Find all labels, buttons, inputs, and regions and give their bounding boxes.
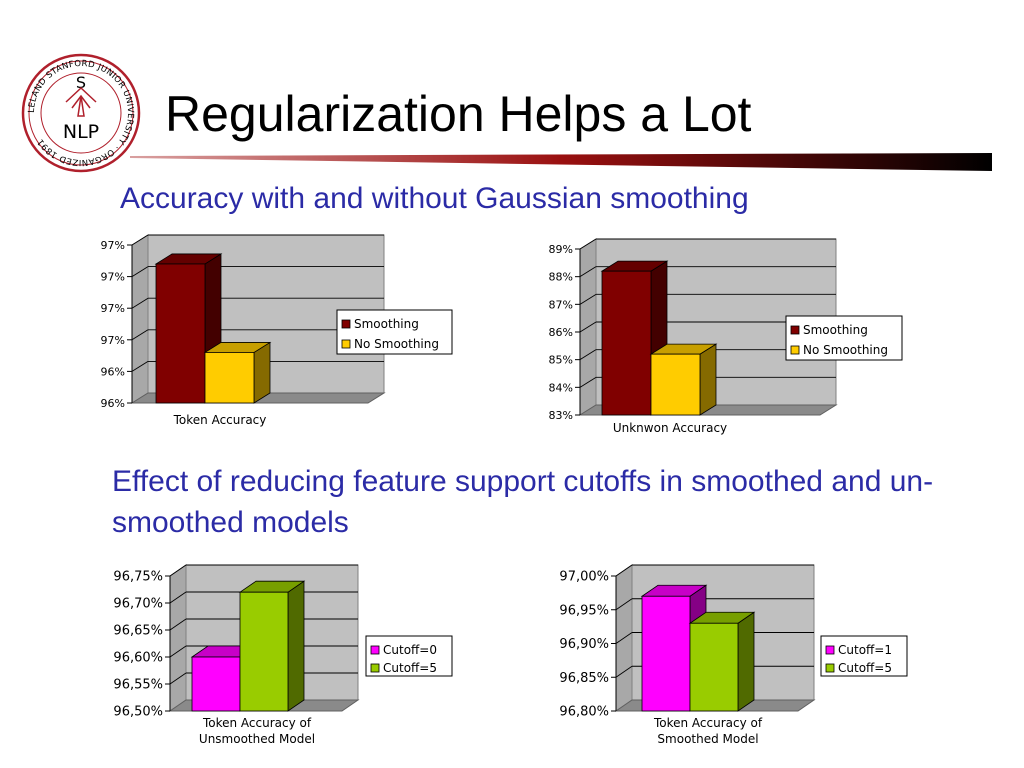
legend-swatch bbox=[790, 345, 800, 355]
bar-1 bbox=[239, 591, 289, 712]
gridline-side bbox=[169, 564, 187, 577]
y-tick-label: 96,60% bbox=[113, 651, 163, 666]
legend-box bbox=[785, 315, 903, 361]
plot-side-wall bbox=[169, 564, 187, 712]
y-tick-label: 97% bbox=[101, 302, 125, 315]
chart-smoothed-cutoffs: 96,80% 96,85% 96,90% 96,95% 97,00% Token Accu… bbox=[559, 564, 908, 746]
bar-side-1 bbox=[287, 580, 305, 712]
legend-label: Cutoff=5 bbox=[838, 661, 892, 675]
gridline-side bbox=[169, 591, 187, 604]
y-tick-label: 87% bbox=[549, 298, 573, 311]
bar-0 bbox=[191, 656, 241, 712]
category-label: Token Accuracy of Unsmoothed Model bbox=[199, 716, 315, 746]
legend-label: Cutoff=1 bbox=[838, 643, 892, 657]
y-tick-label: 96,80% bbox=[559, 705, 609, 720]
legend-swatch bbox=[370, 645, 380, 655]
y-tick-label: 97% bbox=[101, 271, 125, 284]
y-tick-label: 96,85% bbox=[559, 671, 609, 686]
y-tick-label: 96% bbox=[101, 397, 125, 410]
y-tick-label: 96,70% bbox=[113, 597, 163, 612]
stanford-nlp-logo: LELAND STANFORD JUNIOR UNIVERSITY · ORGA… bbox=[21, 53, 141, 173]
chart-unknown-accuracy: 83% 84% 85% 86% 87% 88% 89% Unknwon Accuracy Smo… bbox=[549, 238, 903, 435]
bar-side-1 bbox=[253, 341, 271, 404]
legend-swatch bbox=[341, 319, 351, 329]
legend-swatch bbox=[825, 663, 835, 673]
legend-swatch bbox=[790, 325, 800, 335]
category-label: Token Accuracy bbox=[173, 413, 267, 427]
gridline-side bbox=[579, 321, 597, 333]
bar-1 bbox=[650, 353, 701, 416]
y-tick-label: 96,75% bbox=[113, 570, 163, 585]
subtitle-gaussian-smoothing: Accuracy with and without Gaussian smoot… bbox=[120, 182, 749, 215]
category-label-line: Unsmoothed Model bbox=[199, 732, 315, 746]
legend-box bbox=[336, 309, 453, 355]
category-label-line: Smoothed Model bbox=[657, 732, 758, 746]
slide-title: Regularization Helps a Lot bbox=[165, 86, 752, 142]
gridline-side bbox=[131, 234, 149, 246]
gridline-side bbox=[131, 329, 149, 341]
y-tick-label: 96,65% bbox=[113, 624, 163, 639]
legend-label: Smoothing bbox=[803, 323, 868, 337]
y-tick-label: 83% bbox=[549, 409, 573, 422]
legend-label: Cutoff=0 bbox=[383, 643, 437, 657]
y-tick-label: 96,55% bbox=[113, 678, 163, 693]
y-tick-label: 96% bbox=[101, 365, 125, 378]
plot-side-wall bbox=[131, 234, 149, 404]
gridline-side bbox=[579, 293, 597, 305]
gridline-side bbox=[579, 349, 597, 361]
y-tick-label: 85% bbox=[549, 354, 573, 367]
legend-box bbox=[820, 635, 908, 677]
bar-0 bbox=[155, 263, 206, 404]
y-tick-label: 84% bbox=[549, 381, 573, 394]
chart-unsmoothed-cutoffs: 96,50% 96,55% 96,60% 96,65% 96,70% 96,75% Toke… bbox=[113, 564, 453, 746]
y-tick-label: 89% bbox=[549, 243, 573, 256]
logo-acronym: NLP bbox=[63, 121, 99, 143]
category-label-line: Token Accuracy of bbox=[653, 716, 763, 730]
legend-label: No Smoothing bbox=[354, 337, 439, 351]
legend-swatch bbox=[370, 663, 380, 673]
y-tick-label: 96,90% bbox=[559, 637, 609, 652]
legend-swatch bbox=[341, 339, 351, 349]
y-tick-label: 97% bbox=[101, 334, 125, 347]
legend-label: Cutoff=5 bbox=[383, 661, 437, 675]
gridline-side bbox=[615, 632, 633, 644]
legend-box bbox=[365, 635, 453, 677]
gridline-side bbox=[131, 361, 149, 372]
gridline-side bbox=[131, 297, 149, 309]
y-tick-label: 97% bbox=[101, 239, 125, 252]
gridline-side bbox=[579, 238, 597, 250]
logo-letter: S bbox=[76, 73, 86, 92]
category-label: Unknwon Accuracy bbox=[613, 421, 727, 435]
bar-side-1 bbox=[737, 611, 755, 712]
legend-label: No Smoothing bbox=[803, 343, 888, 357]
y-tick-label: 88% bbox=[549, 271, 573, 284]
chart-token-accuracy: 96% 96% 97% 97% 97% 97% Token Accuracy Smoothin… bbox=[101, 234, 453, 427]
gridline-side bbox=[131, 266, 149, 277]
gridline-side bbox=[579, 376, 597, 388]
gridline-side bbox=[169, 645, 187, 658]
gridline-side bbox=[169, 672, 187, 685]
y-tick-label: 96,95% bbox=[559, 603, 609, 618]
y-tick-label: 97,00% bbox=[559, 570, 609, 585]
category-label-line: Token Accuracy of bbox=[202, 716, 312, 730]
legend-swatch bbox=[825, 645, 835, 655]
logo-tree-icon bbox=[65, 86, 97, 117]
y-tick-label: 96,50% bbox=[113, 705, 163, 720]
bar-0 bbox=[641, 595, 691, 712]
category-label: Token Accuracy of Smoothed Model bbox=[653, 716, 763, 746]
title-underline bbox=[130, 153, 992, 171]
gridline-side bbox=[615, 665, 633, 678]
gridline-side bbox=[169, 618, 187, 631]
legend-label: Smoothing bbox=[354, 317, 419, 331]
gridline-side bbox=[615, 564, 633, 577]
gridline-side bbox=[579, 266, 597, 278]
bar-1 bbox=[204, 352, 255, 404]
gridline-side bbox=[615, 598, 633, 611]
bar-1 bbox=[689, 622, 739, 712]
bar-side-1 bbox=[699, 343, 717, 416]
y-tick-label: 86% bbox=[549, 326, 573, 339]
subtitle-feature-cutoffs: Effect of reducing feature support cutof… bbox=[112, 465, 934, 539]
bar-0 bbox=[601, 270, 652, 416]
